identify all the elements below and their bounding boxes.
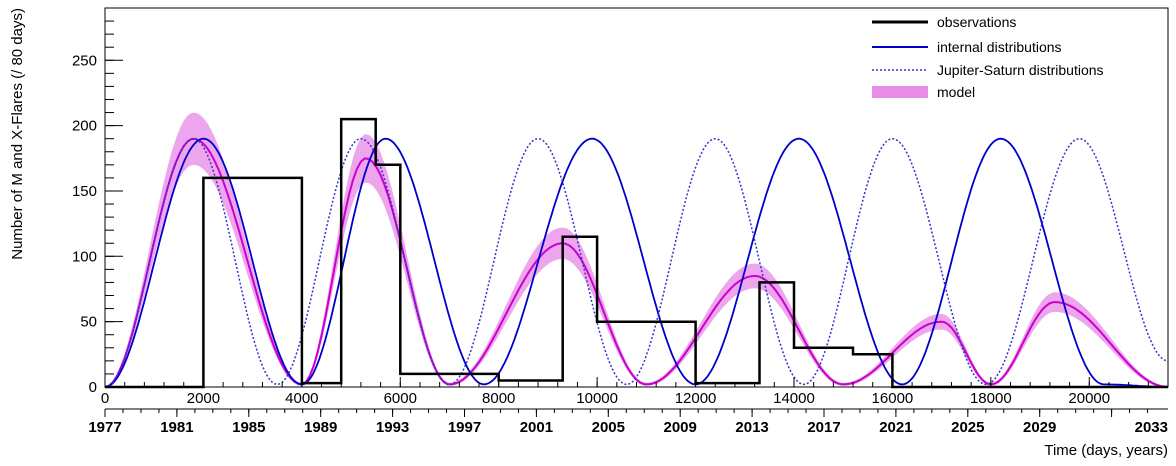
observations-histogram — [105, 117, 1168, 389]
x-axis-title: Time (days, years) — [1044, 442, 1168, 459]
year-tick-label: 2017 — [807, 419, 840, 436]
year-tick-label: 2033 — [1135, 419, 1168, 436]
year-tick-label: 1989 — [304, 419, 337, 436]
y-tick-label: 200 — [72, 118, 97, 135]
x-tick-label: 4000 — [285, 390, 318, 407]
y-tick-label: 150 — [72, 183, 97, 200]
legend: observations internal distributions Jupi… — [872, 14, 1104, 100]
x-tick-label: 14000 — [773, 390, 815, 407]
legend-label-jupiter-saturn: Jupiter-Saturn distributions — [937, 62, 1104, 78]
y-tick-label: 100 — [72, 248, 97, 265]
year-tick-label: 2013 — [735, 419, 768, 436]
x-tick-label: 18000 — [970, 390, 1012, 407]
axes-group: 0 50 100 150 200 250 0 2000 4000 6000 8000 10000 120… — [72, 20, 1169, 436]
jupiter-saturn-curve-group — [104, 137, 1169, 388]
year-tick-label: 1997 — [448, 419, 481, 436]
legend-swatch-model — [872, 86, 928, 98]
year-tick-label: 2029 — [1023, 419, 1056, 436]
year-tick-label: 2025 — [951, 419, 984, 436]
x-tick-label: 0 — [101, 390, 109, 407]
legend-label-internal: internal distributions — [937, 39, 1062, 55]
x-tick-label: 20000 — [1068, 390, 1110, 407]
legend-label-observations: observations — [937, 14, 1016, 30]
x-tick-label: 12000 — [675, 390, 717, 407]
x-tick-label: 16000 — [872, 390, 914, 407]
year-tick-label: 2009 — [664, 419, 697, 436]
y-tick-label: 50 — [80, 314, 97, 331]
year-tick-label: 2001 — [520, 419, 553, 436]
year-tick-label: 2005 — [592, 419, 625, 436]
x-tick-label: 8000 — [482, 390, 515, 407]
x-tick-label: 10000 — [576, 390, 618, 407]
x-tick-label: 6000 — [384, 390, 417, 407]
observations-histogram-group — [105, 117, 1168, 389]
year-tick-label: 1993 — [376, 419, 409, 436]
model-uncertainty-band — [105, 112, 1168, 388]
year-tick-label: 1981 — [160, 419, 193, 436]
legend-label-model: model — [937, 84, 975, 100]
y-axis-title: Number of M and X-Flares (/ 80 days) — [9, 8, 26, 260]
model-band-group — [104, 112, 1169, 388]
x-tick-label: 2000 — [187, 390, 220, 407]
internal-distributions-line — [104, 137, 1168, 388]
jupiter-saturn-line — [104, 137, 1169, 388]
year-tick-label: 2021 — [879, 419, 912, 436]
y-tick-label: 250 — [72, 52, 97, 69]
y-tick-label: 0 — [89, 379, 97, 396]
year-tick-label: 1985 — [232, 419, 265, 436]
year-tick-label: 1977 — [88, 419, 121, 436]
internal-curve-group — [104, 137, 1168, 388]
